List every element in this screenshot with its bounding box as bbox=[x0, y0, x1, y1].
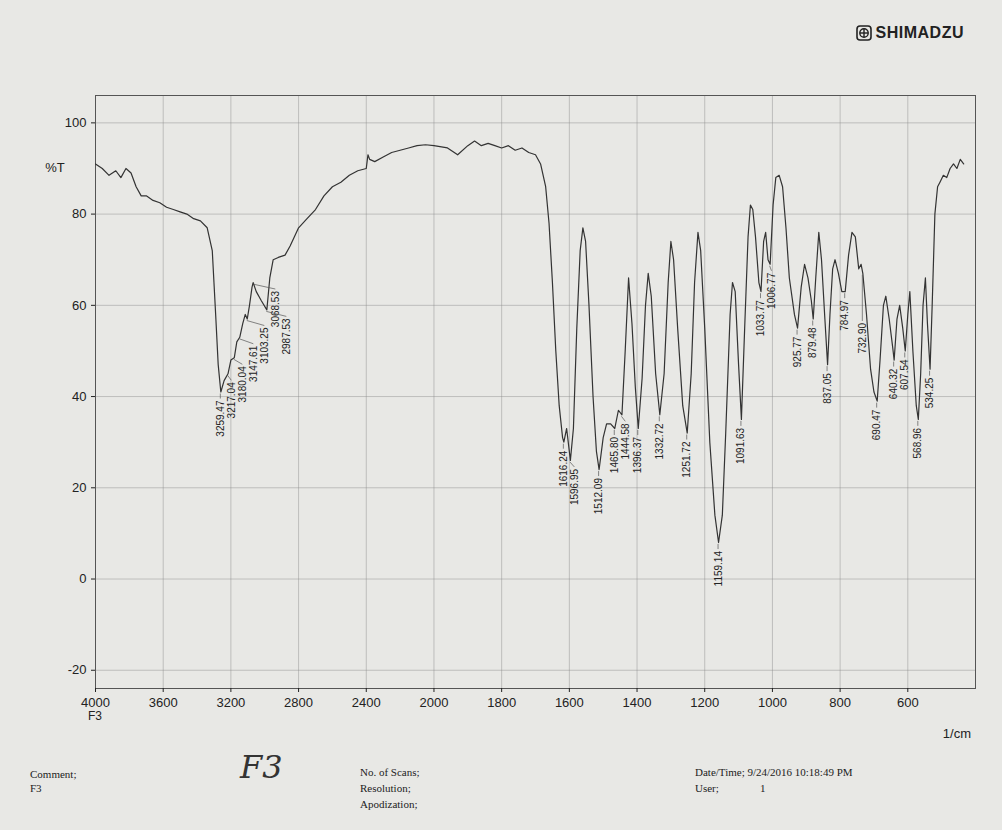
svg-text:1400: 1400 bbox=[623, 695, 652, 710]
svg-text:2400: 2400 bbox=[352, 695, 381, 710]
html-text:F3: F3 bbox=[30, 782, 42, 794]
svg-text:1596.95: 1596.95 bbox=[569, 468, 580, 505]
svg-text:3103.25: 3103.25 bbox=[259, 327, 270, 364]
svg-text:800: 800 bbox=[829, 695, 851, 710]
svg-text:2987.53: 2987.53 bbox=[281, 318, 292, 355]
html-text:No. of Scans;: No. of Scans; bbox=[360, 766, 420, 778]
svg-text:1000: 1000 bbox=[758, 695, 787, 710]
html-text:Comment;: Comment; bbox=[30, 768, 77, 780]
html-text:SHIMADZU: SHIMADZU bbox=[875, 24, 964, 41]
svg-text:3259.47: 3259.47 bbox=[215, 400, 226, 437]
html-text:User;: User; bbox=[695, 782, 719, 794]
svg-text:1/cm: 1/cm bbox=[943, 726, 971, 741]
html-text:F3: F3 bbox=[240, 748, 283, 786]
svg-text:1444.58: 1444.58 bbox=[620, 423, 631, 460]
svg-text:1006.77: 1006.77 bbox=[766, 272, 777, 309]
svg-text:3217.04: 3217.04 bbox=[226, 382, 237, 419]
svg-text:534.25: 534.25 bbox=[924, 377, 935, 408]
svg-text:837.05: 837.05 bbox=[822, 373, 833, 404]
svg-text:1332.72: 1332.72 bbox=[654, 423, 665, 460]
svg-text:1159.14: 1159.14 bbox=[713, 551, 724, 587]
svg-text:925.77: 925.77 bbox=[792, 336, 803, 367]
svg-text:784.97: 784.97 bbox=[839, 300, 850, 331]
svg-text:4000: 4000 bbox=[81, 695, 110, 710]
svg-text:-20: -20 bbox=[68, 662, 87, 677]
svg-text:60: 60 bbox=[72, 297, 86, 312]
svg-text:2000: 2000 bbox=[420, 695, 449, 710]
svg-text:3200: 3200 bbox=[216, 695, 245, 710]
svg-text:F3: F3 bbox=[88, 709, 102, 723]
svg-text:1512.09: 1512.09 bbox=[593, 478, 604, 515]
svg-text:0: 0 bbox=[79, 571, 86, 586]
svg-text:2800: 2800 bbox=[284, 695, 313, 710]
svg-text:%T: %T bbox=[45, 160, 65, 175]
svg-text:600: 600 bbox=[897, 695, 919, 710]
svg-text:1091.63: 1091.63 bbox=[735, 427, 746, 464]
svg-text:1396.37: 1396.37 bbox=[632, 437, 643, 474]
svg-text:1465.80: 1465.80 bbox=[609, 437, 620, 474]
svg-text:607.54: 607.54 bbox=[899, 359, 910, 390]
svg-text:1800: 1800 bbox=[487, 695, 516, 710]
svg-text:3068.53: 3068.53 bbox=[270, 291, 281, 328]
svg-text:100: 100 bbox=[65, 115, 87, 130]
svg-text:1251.72: 1251.72 bbox=[681, 441, 692, 478]
svg-text:1033.77: 1033.77 bbox=[755, 300, 766, 337]
html-text:Date/Time; 9/24/2016 10:18:49: Date/Time; 9/24/2016 10:18:49 PM bbox=[695, 766, 853, 778]
svg-text:879.48: 879.48 bbox=[807, 327, 818, 358]
svg-text:640.32: 640.32 bbox=[888, 368, 899, 399]
svg-text:568.96: 568.96 bbox=[912, 427, 923, 458]
svg-text:1200: 1200 bbox=[690, 695, 719, 710]
svg-text:1616.24: 1616.24 bbox=[558, 450, 569, 487]
svg-text:690.47: 690.47 bbox=[871, 409, 882, 440]
svg-text:3147.61: 3147.61 bbox=[248, 345, 259, 382]
svg-text:40: 40 bbox=[72, 389, 86, 404]
html-text:Resolution;: Resolution; bbox=[360, 782, 411, 794]
svg-text:1600: 1600 bbox=[555, 695, 584, 710]
svg-text:80: 80 bbox=[72, 206, 86, 221]
svg-text:20: 20 bbox=[72, 480, 86, 495]
svg-text:732.90: 732.90 bbox=[857, 323, 868, 354]
svg-text:3600: 3600 bbox=[149, 695, 178, 710]
html-text:1: 1 bbox=[760, 782, 766, 794]
html-text:Apodization;: Apodization; bbox=[360, 798, 418, 810]
svg-text:3180.04: 3180.04 bbox=[237, 366, 248, 403]
